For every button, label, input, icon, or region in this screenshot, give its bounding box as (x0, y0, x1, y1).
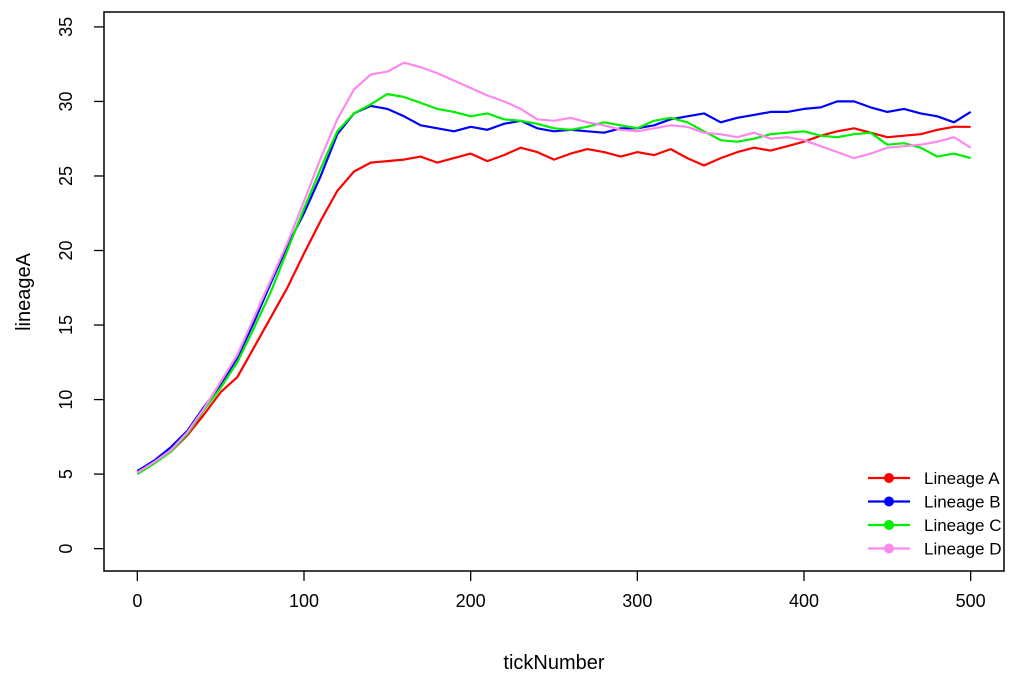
series-line-lineage-c (136, 92, 971, 476)
x-tick-label: 500 (956, 591, 986, 611)
y-tick-label: 20 (56, 240, 76, 260)
y-tick-label: 5 (56, 469, 76, 479)
x-axis-title: tickNumber (503, 652, 604, 674)
y-tick-label: 30 (56, 91, 76, 111)
series-layer (136, 61, 972, 476)
y-tick-label: 35 (56, 17, 76, 37)
legend-label-lineage-a: Lineage A (924, 469, 1000, 488)
x-tick-label: 200 (456, 591, 486, 611)
y-axis: 0 5 10 15 20 25 30 35 (56, 17, 104, 554)
x-tick-label: 100 (289, 591, 319, 611)
legend-marker-lineage-d (884, 543, 894, 554)
series-line-lineage-a (136, 125, 971, 474)
legend-marker-lineage-a (884, 473, 894, 483)
legend-label-lineage-b: Lineage B (924, 493, 1001, 512)
legend-marker-lineage-c (884, 520, 894, 530)
legend-label-lineage-d: Lineage D (924, 540, 1002, 559)
series-line-lineage-b (136, 100, 972, 473)
y-tick-label: 15 (56, 315, 76, 335)
y-tick-label: 25 (56, 166, 76, 186)
x-tick-label: 400 (789, 591, 819, 611)
x-axis: 0 100 200 300 400 500 (132, 571, 986, 611)
y-tick-label: 0 (56, 544, 76, 554)
legend: Lineage A Lineage B Lineage C Lineage D (868, 469, 1002, 559)
x-tick-label: 300 (622, 591, 652, 611)
plot-frame (103, 11, 1005, 572)
legend-label-lineage-c: Lineage C (924, 516, 1002, 535)
legend-marker-lineage-b (884, 496, 894, 507)
x-tick-label: 0 (132, 591, 142, 611)
y-axis-title: lineageA (13, 252, 35, 331)
y-tick-label: 10 (56, 390, 76, 410)
series-line-lineage-d (136, 61, 972, 474)
